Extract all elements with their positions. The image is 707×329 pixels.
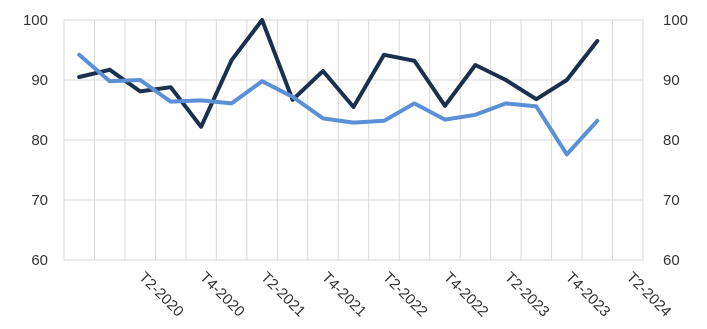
series-1-point — [473, 63, 477, 67]
x-tick-label: T2-2020 — [135, 269, 187, 321]
series-1-point — [412, 59, 416, 63]
y-tick-label-right: 60 — [663, 252, 680, 269]
series-2-point — [443, 118, 447, 122]
y-tick-label-right: 70 — [663, 192, 680, 209]
x-tick-label: T2-2024 — [623, 269, 675, 321]
series-1-point — [504, 78, 508, 82]
series-1-line — [77, 18, 600, 129]
series-2-point — [138, 78, 142, 82]
x-tick-label: T2-2023 — [501, 269, 553, 321]
series-1-point — [230, 58, 234, 62]
series-1-point — [108, 68, 112, 72]
x-tick-label: T2-2021 — [257, 269, 309, 321]
series-2-point — [77, 53, 81, 57]
series-1-point — [77, 75, 81, 79]
series-2-point — [473, 113, 477, 117]
series-2-point — [108, 79, 112, 83]
x-tick-label: T2-2022 — [379, 269, 431, 321]
y-tick-label-left: 60 — [31, 252, 48, 269]
series-2-point — [565, 152, 569, 156]
y-tick-label-left: 100 — [23, 12, 48, 29]
series-2-point — [352, 121, 356, 125]
series-1-point — [138, 89, 142, 93]
x-tick-label: T4-2020 — [196, 269, 248, 321]
series-2-point — [534, 104, 538, 108]
series-1-point — [443, 104, 447, 108]
series-2-point — [595, 119, 599, 123]
y-tick-label-left: 80 — [31, 132, 48, 149]
series-2-point — [412, 101, 416, 105]
y-tick-label-left: 70 — [31, 192, 48, 209]
series-1-point — [534, 97, 538, 101]
series-2-point — [230, 101, 234, 105]
series-1-point — [321, 69, 325, 73]
x-tick-label: T4-2022 — [440, 269, 492, 321]
series-1-point — [169, 85, 173, 89]
series-2-point — [321, 116, 325, 120]
series-2-point — [260, 79, 264, 83]
series — [77, 18, 600, 157]
series-1-point — [260, 18, 264, 22]
y-tick-label-right: 100 — [663, 12, 688, 29]
series-1-point — [565, 78, 569, 82]
series-1-point — [382, 53, 386, 57]
series-2-point — [382, 119, 386, 123]
series-2-point — [199, 98, 203, 102]
series-1-point — [199, 125, 203, 129]
series-2-point — [291, 95, 295, 99]
series-1-point — [352, 105, 356, 109]
series-1-point — [595, 39, 599, 43]
y-tick-label-left: 90 — [31, 72, 48, 89]
series-2-point — [504, 101, 508, 105]
y-tick-label-right: 80 — [663, 132, 680, 149]
series-2-line — [77, 52, 600, 157]
y-tick-label-right: 90 — [663, 72, 680, 89]
x-tick-label: T4-2023 — [562, 269, 614, 321]
series-2-point — [169, 100, 173, 104]
x-tick-label: T4-2021 — [318, 269, 370, 321]
